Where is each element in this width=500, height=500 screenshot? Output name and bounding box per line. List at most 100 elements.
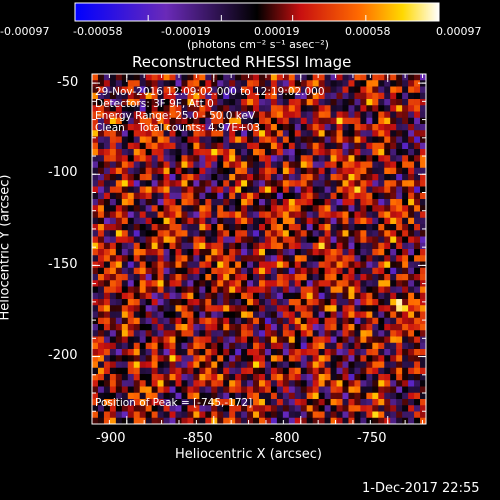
heatmap-cell: [109, 374, 117, 381]
heatmap-cell: [151, 249, 158, 256]
heatmap-cell: [324, 349, 331, 356]
heatmap-cell: [193, 349, 200, 356]
heatmap-cell: [199, 217, 206, 225]
heatmap-cell: [253, 361, 260, 369]
heatmap-cell: [163, 342, 170, 350]
heatmap-cell: [288, 74, 296, 81]
heatmap-cell: [92, 111, 99, 119]
heatmap-cell: [199, 161, 206, 169]
heatmap-cell: [390, 386, 397, 394]
heatmap-cell: [312, 261, 320, 269]
heatmap-cell: [342, 211, 349, 219]
heatmap-cell: [205, 411, 212, 419]
heatmap-cell: [139, 186, 147, 194]
heatmap-cell: [276, 399, 284, 406]
heatmap-cell: [270, 355, 278, 362]
heatmap-cell: [157, 324, 164, 331]
heatmap-cell: [288, 117, 296, 125]
heatmap-cell: [324, 261, 331, 269]
heatmap-cell: [235, 186, 242, 194]
heatmap-cell: [151, 355, 158, 362]
heatmap-cell: [187, 174, 194, 181]
heatmap-cell: [300, 249, 308, 256]
heatmap-cell: [408, 80, 415, 87]
heatmap-cell: [151, 105, 158, 112]
heatmap-cell: [270, 192, 278, 200]
heatmap-cell: [211, 142, 218, 150]
heatmap-cell: [205, 367, 212, 375]
heatmap-cell: [264, 111, 272, 119]
heatmap-cell: [312, 155, 320, 162]
heatmap-cell: [390, 149, 397, 156]
heatmap-cell: [247, 367, 254, 375]
heatmap-cell: [103, 124, 111, 131]
heatmap-cell: [264, 355, 272, 362]
heatmap-cell: [169, 205, 176, 212]
heatmap-cell: [181, 255, 188, 262]
heatmap-cell: [402, 292, 409, 300]
heatmap-cell: [306, 367, 314, 375]
heatmap-cell: [181, 74, 188, 81]
heatmap-cell: [133, 399, 141, 406]
heatmap-cell: [414, 336, 421, 344]
heatmap-cell: [127, 267, 135, 275]
heatmap-cell: [414, 180, 421, 187]
heatmap-cell: [103, 174, 111, 181]
heatmap-cell: [145, 117, 153, 125]
heatmap-cell: [330, 380, 337, 387]
heatmap-cell: [402, 99, 409, 106]
heatmap-cell: [199, 111, 206, 119]
heatmap-cell: [157, 242, 164, 250]
heatmap-cell: [253, 367, 260, 375]
heatmap-cell: [402, 349, 409, 356]
heatmap-cell: [115, 292, 123, 300]
detectors-annotation: Detectors: 3F 9F, Att 0: [95, 98, 214, 110]
heatmap-cell: [163, 399, 170, 406]
heatmap-cell: [103, 355, 111, 362]
heatmap-cell: [378, 211, 385, 219]
heatmap-cell: [241, 186, 248, 194]
heatmap-cell: [205, 155, 212, 162]
heatmap-cell: [205, 205, 212, 212]
heatmap-cell: [360, 286, 367, 294]
heatmap-cell: [259, 411, 266, 419]
heatmap-cell: [241, 99, 248, 106]
heatmap-cell: [330, 192, 337, 200]
heatmap-cell: [247, 211, 254, 219]
heatmap-cell: [127, 311, 135, 319]
heatmap-cell: [169, 417, 176, 425]
heatmap-cell: [109, 417, 117, 425]
heatmap-cell: [390, 330, 397, 337]
heatmap-cell: [306, 380, 314, 387]
heatmap-cell: [139, 142, 147, 150]
heatmap-cell: [402, 142, 409, 150]
heatmap-cell: [420, 367, 427, 375]
heatmap-cell: [229, 74, 236, 81]
heatmap-cell: [187, 392, 194, 400]
heatmap-cell: [336, 317, 343, 325]
heatmap-cell: [312, 161, 320, 169]
heatmap-cell: [312, 149, 320, 156]
heatmap-cell: [127, 392, 135, 400]
heatmap-cell: [211, 199, 218, 206]
heatmap-cell: [121, 174, 129, 181]
heatmap-cell: [294, 217, 302, 225]
heatmap-cell: [151, 311, 158, 319]
heatmap-cell: [312, 330, 320, 337]
heatmap-cell: [253, 411, 260, 419]
heatmap-cell: [408, 280, 415, 287]
heatmap-cell: [115, 305, 123, 312]
heatmap-cell: [211, 105, 218, 112]
heatmap-cell: [247, 155, 254, 162]
heatmap-cell: [175, 324, 182, 331]
heatmap-cell: [282, 105, 290, 112]
heatmap-cell: [139, 317, 147, 325]
heatmap-cell: [294, 105, 302, 112]
heatmap-cell: [247, 286, 254, 294]
heatmap-cell: [205, 130, 212, 137]
heatmap-cell: [157, 405, 164, 412]
heatmap-cell: [121, 74, 129, 81]
heatmap-cell: [121, 155, 129, 162]
heatmap-cell: [342, 167, 349, 175]
heatmap-cell: [306, 405, 314, 412]
